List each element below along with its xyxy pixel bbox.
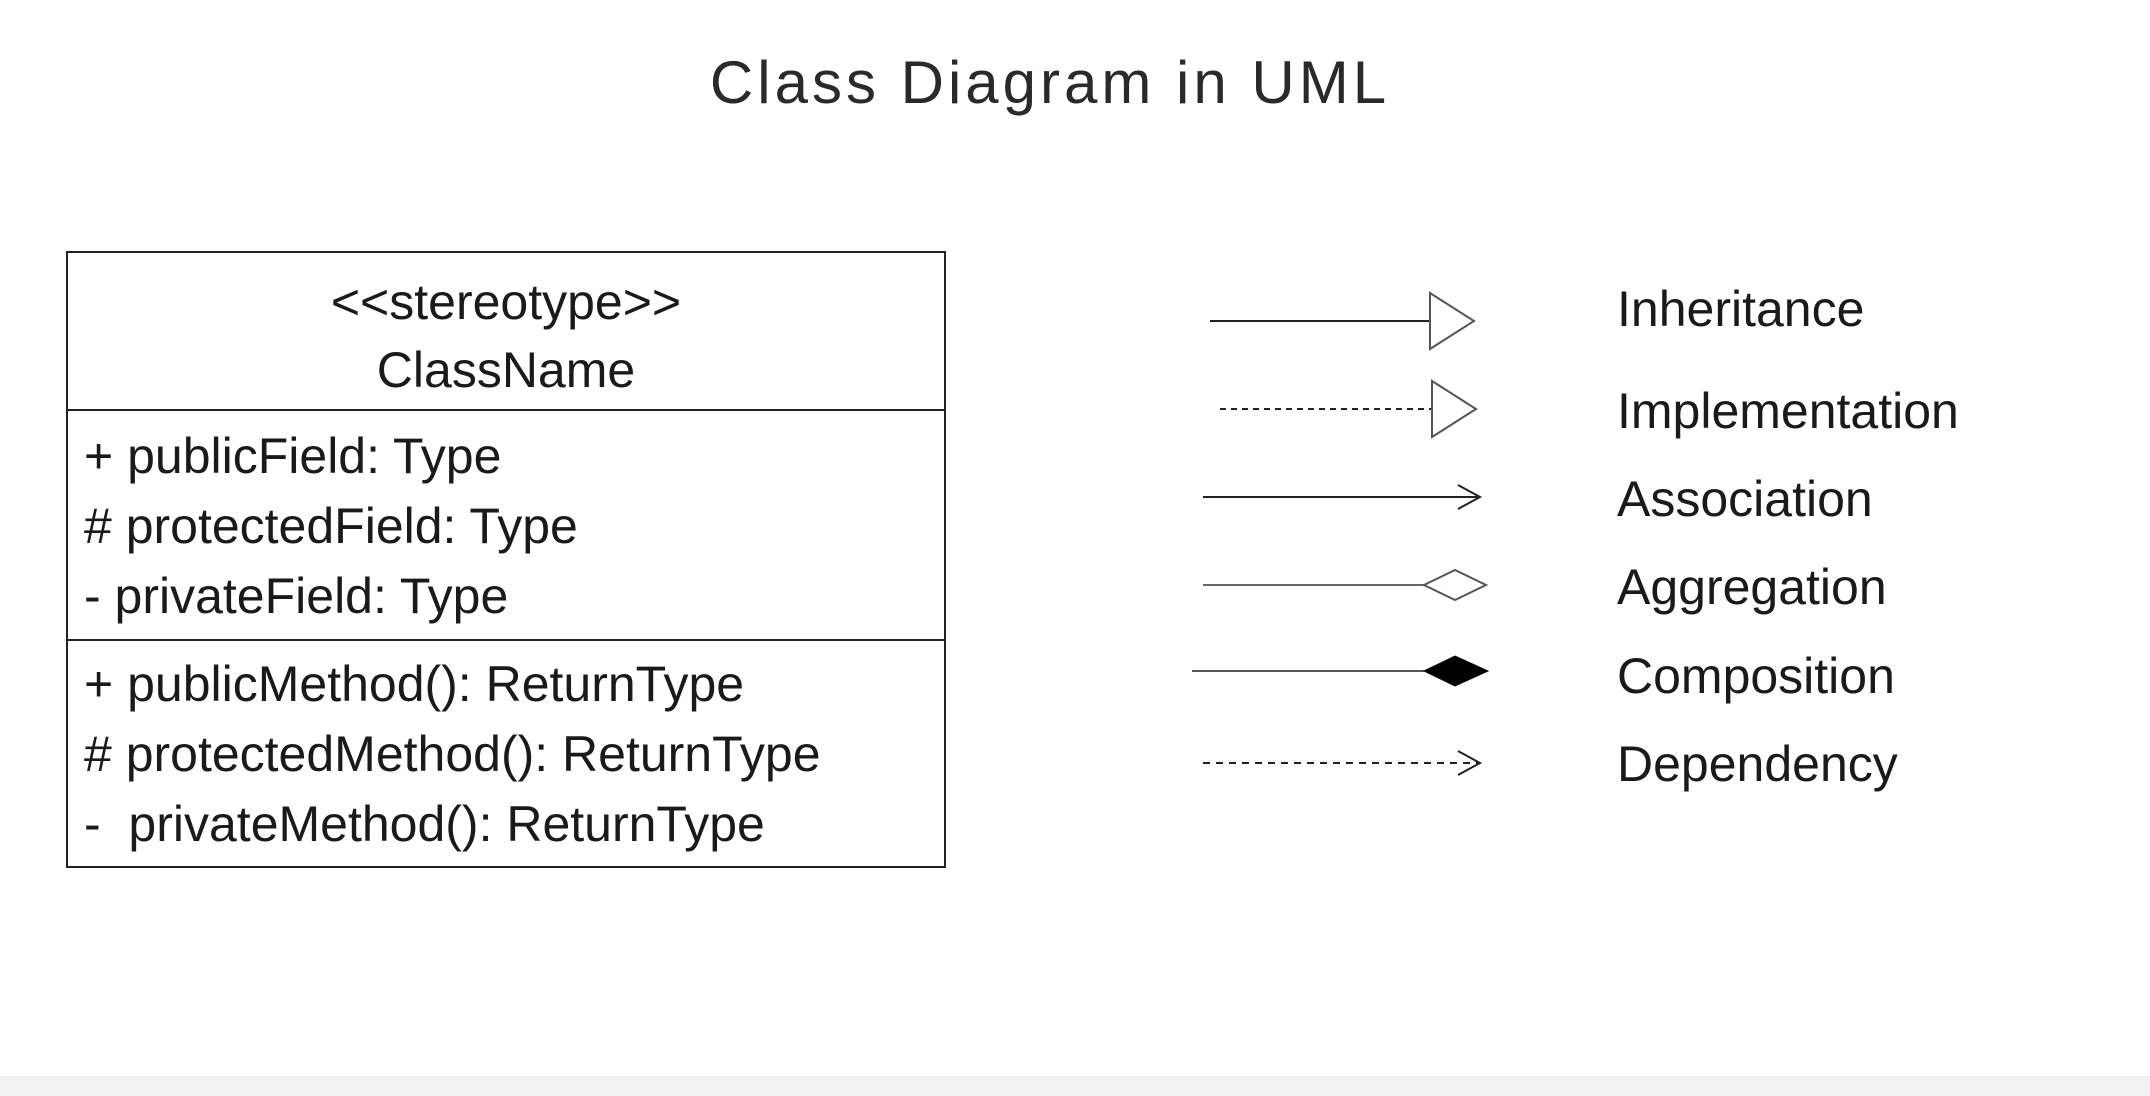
dependency-arrow-icon [1203,750,1483,776]
uml-class-box: <<stereotype>> ClassName + publicField: … [66,251,946,868]
class-name-label: ClassName [376,342,636,398]
legend-label-inheritance: Inheritance [1617,281,1865,337]
legend-label-dependency: Dependency [1617,736,1898,792]
legend-label-implementation: Implementation [1617,383,1959,439]
method-public: + publicMethod(): ReturnType [84,656,745,712]
legend-label-composition: Composition [1617,648,1895,704]
inheritance-arrow-icon [1210,291,1476,351]
field-public: + publicField: Type [84,428,502,484]
field-protected: # protectedField: Type [84,498,578,554]
fields-compartment: + publicField: Type # protectedField: Ty… [68,411,944,641]
bottom-edge-shade [0,1076,2150,1096]
methods-compartment: + publicMethod(): ReturnType # protected… [68,641,944,868]
field-private: - privateField: Type [84,568,509,624]
association-arrow-icon [1203,484,1483,510]
aggregation-arrow-icon [1203,568,1489,602]
legend-label-aggregation: Aggregation [1617,559,1887,615]
legend-label-association: Association [1617,471,1873,527]
implementation-arrow-icon [1220,379,1478,439]
class-header-compartment: <<stereotype>> ClassName [68,253,944,411]
method-protected: # protectedMethod(): ReturnType [84,726,821,782]
method-private: - privateMethod(): ReturnType [84,796,765,852]
diagram-title: Class Diagram in UML [709,49,1391,116]
composition-arrow-icon [1192,655,1490,687]
stereotype-label: <<stereotype>> [330,274,682,330]
